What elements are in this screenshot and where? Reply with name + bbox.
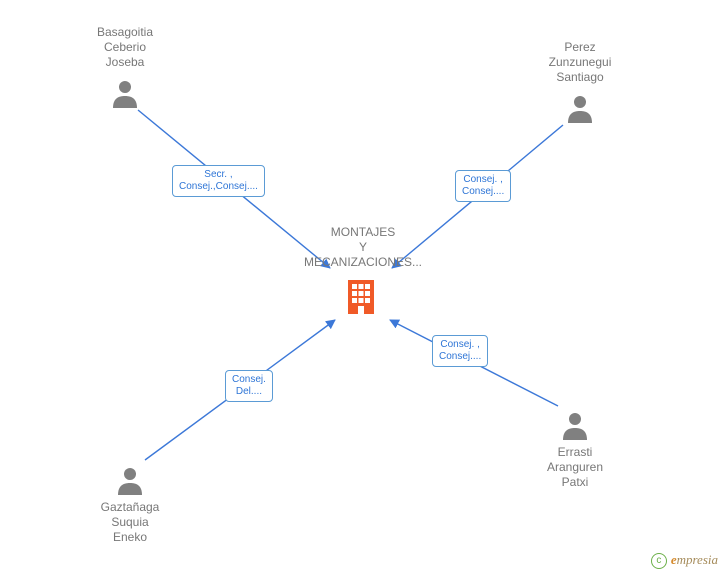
- person-icon: [560, 410, 590, 440]
- person-icon: [110, 78, 140, 108]
- edge-label: Secr. , Consej.,Consej....: [172, 165, 265, 197]
- edge-label: Consej. Del....: [225, 370, 273, 402]
- node-label: Gaztañaga Suquia Eneko: [90, 500, 170, 545]
- building-icon: [345, 278, 377, 316]
- copyright-icon: c: [651, 553, 667, 569]
- node-label: Errasti Aranguren Patxi: [535, 445, 615, 490]
- person-icon: [115, 465, 145, 495]
- watermark-brand-rest: mpresia: [677, 552, 718, 567]
- person-icon: [565, 93, 595, 123]
- watermark: cempresia: [651, 552, 718, 569]
- edge-label: Consej. , Consej....: [455, 170, 511, 202]
- node-label: Basagoitia Ceberio Joseba: [85, 25, 165, 70]
- center-node-label: MONTAJES Y MECANIZACIONES...: [288, 225, 438, 270]
- diagram-canvas: MONTAJES Y MECANIZACIONES... Basagoitia …: [0, 0, 728, 575]
- node-label: Perez Zunzunegui Santiago: [535, 40, 625, 85]
- edge-label: Consej. , Consej....: [432, 335, 488, 367]
